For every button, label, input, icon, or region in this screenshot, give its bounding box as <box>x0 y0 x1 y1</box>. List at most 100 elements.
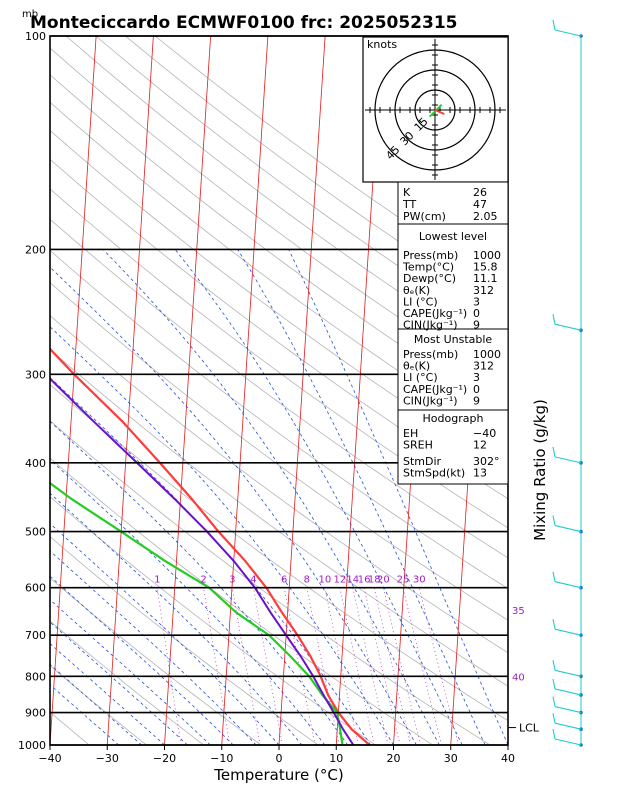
mixing-ratio-line <box>402 587 442 745</box>
dry-adiabat-line <box>50 384 508 722</box>
pressure-tick-label: 800 <box>25 670 46 683</box>
dry-adiabat-line <box>50 536 319 745</box>
wind-barb-flag <box>552 19 556 31</box>
profile-curves <box>50 347 371 745</box>
tt-index-label: TT <box>402 198 417 211</box>
hodograph-units-label: knots <box>367 38 397 51</box>
mixing-ratio-line <box>418 587 460 745</box>
dewpoint-profile-line <box>50 481 344 745</box>
wind-barb-flag <box>552 660 556 671</box>
lowest-level-title: Lowest level <box>419 230 487 243</box>
wetbulb-profile-line <box>50 377 355 745</box>
panel-row-label: Dewp(°C) <box>403 272 456 285</box>
panel-row-value: −40 <box>473 427 496 440</box>
pressure-units-label: mb <box>22 9 38 20</box>
pw-label: PW(cm) <box>403 210 446 223</box>
isotherm-line <box>507 738 508 745</box>
hodograph-panel-rows: EH −40 SREH 12 StmDir 302° StmSpd(kt) 13 <box>403 427 500 480</box>
pressure-tick-label: 100 <box>25 30 46 43</box>
moist-adiabat-line <box>50 459 326 745</box>
moist-adiabat-line <box>288 249 508 745</box>
mixing-ratio-tick-label: 4 <box>250 575 256 586</box>
mixing-ratio-tick-label: 8 <box>304 575 310 586</box>
tt-index-value: 47 <box>473 198 487 211</box>
hodograph-ring <box>414 89 456 131</box>
wind-barb-shaft <box>554 29 582 37</box>
chart-title: Monteciccardo ECMWF0100 frc: 2025052315 <box>30 13 458 33</box>
thermo-grid <box>50 36 508 745</box>
pressure-tick-label: 700 <box>25 629 46 642</box>
panel-row-label: Temp(°C) <box>402 261 454 274</box>
hodograph-ring <box>374 49 496 171</box>
dry-adiabat-line <box>50 315 508 654</box>
isotherm-line <box>164 36 212 745</box>
pressure-tick-label: 900 <box>25 707 46 720</box>
moist-adiabat-line <box>50 420 349 745</box>
mixing-ratio-tick-label: 16 <box>358 575 371 586</box>
dry-adiabat-line <box>50 457 433 745</box>
panel-row-label: LI (°C) <box>403 295 438 308</box>
mixing-ratio-axis-label: Mixing Ratio (g/kg) <box>531 399 549 541</box>
mixing-ratio-tick-label: 10 <box>318 575 331 586</box>
panel-row-value: 9 <box>473 319 480 332</box>
pressure-tick-label: 200 <box>25 243 46 256</box>
wind-barb-flag <box>552 515 556 526</box>
pressure-tick-label: 600 <box>25 582 46 595</box>
most-unstable-title: Most Unstable <box>414 333 493 346</box>
temperature-tick-label: −20 <box>153 752 176 765</box>
moist-adiabat-line <box>50 642 165 745</box>
panel-row-value: 15.8 <box>473 261 498 274</box>
dry-adiabat-line <box>50 47 508 390</box>
temperature-tick-label: 40 <box>501 752 515 765</box>
mixing-ratio-tick-label: 18 <box>368 575 381 586</box>
k-index-value: 26 <box>473 186 487 199</box>
wind-barb-shaft <box>554 581 582 589</box>
panel-row-value: 3 <box>473 295 480 308</box>
panel-row-value: 11.1 <box>473 272 498 285</box>
panel-row-label: Press(mb) <box>403 249 458 262</box>
wind-barb-shaft <box>554 525 582 533</box>
wind-profile <box>552 19 583 747</box>
dry-adiabat-line <box>50 218 508 559</box>
dry-adiabat-line <box>50 665 147 745</box>
panel-row-value: 9 <box>473 394 480 407</box>
storm-motion-vector <box>434 109 445 115</box>
mixing-ratio-tick-label: 25 <box>397 575 410 586</box>
wind-barb-flag <box>552 446 556 457</box>
x-axis-title: Temperature (°C) <box>213 766 343 784</box>
moist-adiabat-line <box>50 684 119 745</box>
indices-panel: K 26 TT 47 PW(cm) 2.05 Lowest level Pres… <box>397 181 509 485</box>
mixing-ratio-tick-label: 12 <box>334 575 347 586</box>
temperature-tick-label: 30 <box>444 752 458 765</box>
dry-adiabat-line <box>50 249 508 590</box>
wind-barb-flag <box>552 571 556 582</box>
panel-row-label: CIN(Jkg⁻¹) <box>403 319 458 332</box>
panel-row-label: StmSpd(kt) <box>403 467 465 480</box>
moist-adiabat-line <box>237 249 486 745</box>
mixing-ratio-line <box>306 587 340 745</box>
wind-barb-flag <box>552 678 556 690</box>
wind-barb-shaft <box>554 456 582 464</box>
panel-row-label: CIN(Jkg⁻¹) <box>403 394 458 407</box>
dry-adiabat-line <box>50 496 376 745</box>
panel-row-value: 0 <box>473 307 480 320</box>
dry-adiabat-line <box>50 158 508 500</box>
wind-barb-flag <box>552 619 556 630</box>
panel-row-label: CAPE(Jkg⁻¹) <box>403 383 467 396</box>
temperature-tick-label: 10 <box>329 752 343 765</box>
wind-barb-flag <box>552 696 556 707</box>
wind-barb-shaft <box>554 323 582 331</box>
panel-row-label: EH <box>403 427 418 440</box>
pressure-tick-label: 1000 <box>18 739 46 752</box>
panel-row-label: LI (°C) <box>403 371 438 384</box>
isotherm-line <box>278 36 326 745</box>
isotherm-line <box>221 36 269 745</box>
panel-row-value: 312 <box>473 360 494 373</box>
hodograph-panel-title: Hodograph <box>423 412 484 425</box>
dry-adiabat-line <box>50 101 508 444</box>
temperature-tick-label: 20 <box>387 752 401 765</box>
pw-value: 2.05 <box>473 210 498 223</box>
temperature-tick-label: −30 <box>96 752 119 765</box>
panel-row-value: 312 <box>473 284 494 297</box>
